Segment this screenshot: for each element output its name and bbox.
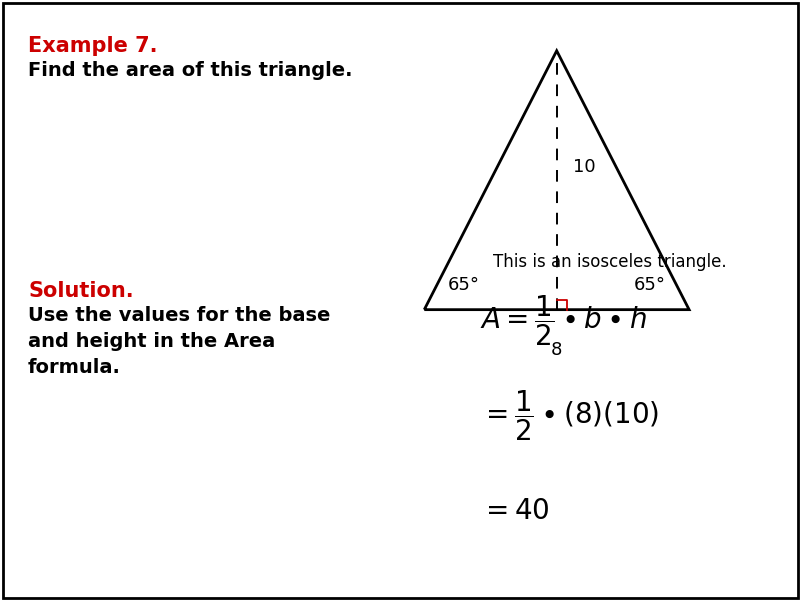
Text: formula.: formula. [28, 358, 121, 377]
Text: $A = \dfrac{1}{2} \bullet b \bullet h$: $A = \dfrac{1}{2} \bullet b \bullet h$ [480, 294, 647, 349]
Text: 65°: 65° [448, 276, 480, 294]
Text: $= 40$: $= 40$ [480, 497, 549, 525]
Text: and height in the Area: and height in the Area [28, 332, 276, 351]
Text: Find the area of this triangle.: Find the area of this triangle. [28, 61, 352, 80]
Text: Use the values for the base: Use the values for the base [28, 306, 330, 325]
Text: Example 7.: Example 7. [28, 36, 158, 56]
Text: 10: 10 [573, 158, 595, 176]
Text: $= \dfrac{1}{2} \bullet (8)(10)$: $= \dfrac{1}{2} \bullet (8)(10)$ [480, 389, 659, 444]
Text: Solution.: Solution. [28, 281, 134, 301]
Text: 8: 8 [551, 341, 562, 359]
Text: 65°: 65° [634, 276, 666, 294]
Text: This is an isosceles triangle.: This is an isosceles triangle. [493, 253, 727, 271]
